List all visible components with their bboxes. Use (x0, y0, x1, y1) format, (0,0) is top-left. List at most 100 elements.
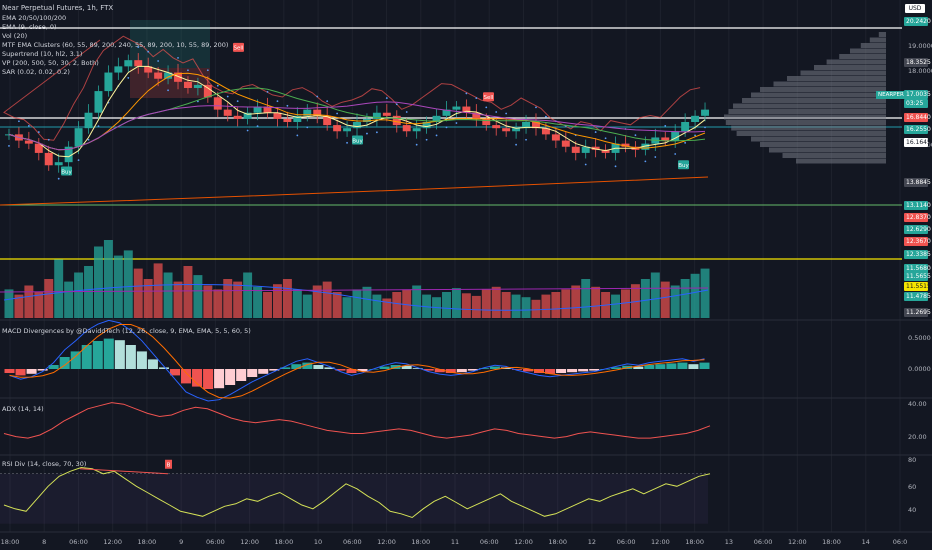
time-tick-label: 18:00 (822, 538, 841, 546)
legend-item-supertrend[interactable]: Supertrend (10, hl2, 3.1) (2, 50, 83, 58)
volume-bar (382, 298, 392, 318)
volume-profile-bar (751, 136, 886, 142)
legend-item-mtf-ema[interactable]: MTF EMA Clusters (60, 55, 89, 200, 240, … (2, 41, 229, 49)
candle-body (671, 131, 680, 141)
price-tag: 13.8845 (904, 178, 931, 187)
candle-body (482, 118, 491, 126)
volume-bar (93, 246, 103, 318)
price-tag: 11.5680 (904, 264, 931, 273)
currency-button[interactable]: USD (905, 4, 925, 13)
macd-histogram-bar (136, 351, 147, 369)
candle-body (472, 112, 481, 119)
time-tick-label: 11 (451, 538, 459, 546)
candle-body (551, 134, 560, 141)
volume-bar (322, 281, 332, 318)
macd-histogram-bar (15, 369, 26, 376)
time-tick-label: 13 (725, 538, 733, 546)
candle-body (581, 146, 590, 153)
legend-item-sar[interactable]: SAR (0.02, 0.02, 0.2) (2, 68, 70, 76)
volume-bar (561, 289, 571, 318)
sar-dot (197, 100, 199, 103)
candle-body (591, 146, 600, 150)
sar-dot (684, 141, 687, 144)
macd-histogram-bar (280, 367, 291, 369)
time-tick-label: 12:00 (788, 538, 807, 546)
macd-histogram-bar (346, 369, 357, 373)
price-tag: 11.5515 (904, 282, 931, 291)
ema-200-line (0, 176, 709, 206)
macd-histogram-bar (401, 365, 412, 369)
sar-dot (704, 126, 706, 129)
sar-dot (614, 165, 617, 168)
macd-histogram-bar (511, 369, 522, 370)
legend-item-volume-profile[interactable]: VP (200, 500, 50, 30, 2, Both) (2, 59, 99, 67)
candle-body (134, 60, 143, 67)
candle-body (263, 106, 272, 113)
sar-dot (296, 134, 299, 137)
volume-bar (272, 284, 282, 318)
candle-body (343, 128, 352, 132)
price-pane: Buy Sell Buy Sell Buy (0, 20, 902, 260)
candle-body (333, 125, 342, 132)
price-tag: 11.2695 (904, 308, 931, 317)
volume-bar (481, 289, 491, 318)
volume-bar (581, 279, 591, 318)
legend-item-volume[interactable]: Vol (20) (2, 32, 28, 40)
candle-body (313, 109, 322, 116)
volume-bar (670, 285, 680, 318)
volume-bar (461, 293, 471, 318)
rsi-pane-title[interactable]: RSI Div (14, close, 70, 30) (2, 460, 87, 468)
legend-item-ema9[interactable]: EMA (9, close, 0) (2, 23, 57, 31)
volume-bar (243, 272, 253, 318)
macd-histogram-bar (357, 369, 368, 372)
candle-body (94, 91, 103, 113)
price-tag: 16.8440 (904, 113, 931, 122)
macd-histogram-bar (247, 369, 258, 377)
candle-body (154, 72, 163, 79)
volume-bar (680, 279, 690, 318)
macd-histogram-bar (59, 357, 70, 369)
volume-profile-bar (796, 158, 886, 164)
legend-item-ema-cluster[interactable]: EMA 20/50/100/200 (2, 14, 67, 22)
macd-histogram-bar (48, 365, 59, 369)
price-tag: 11.5655 (904, 272, 931, 281)
time-tick-label: 14 (862, 538, 870, 546)
macd-histogram-bar (489, 366, 500, 369)
chart-title: Near Perpetual Futures, 1h, FTX (2, 4, 114, 12)
price-tag: 12.3385 (904, 250, 931, 259)
sar-dot (177, 56, 179, 59)
sar-dot (326, 100, 329, 103)
price-tag: 16.2550 (904, 125, 931, 134)
macd-histogram-bar (4, 369, 15, 373)
sar-dot (594, 131, 597, 133)
candle-body (502, 128, 511, 132)
time-tick-label: 06:00 (343, 538, 362, 546)
symbol-tag: NEARPERP (876, 91, 910, 99)
rsi-tick-label: 80 (908, 456, 916, 464)
volume-bar (84, 266, 93, 318)
volume-profile-bar (839, 54, 886, 59)
sar-dot (495, 111, 498, 113)
volume-profile-bar (860, 43, 886, 48)
candle-body (54, 162, 63, 166)
volume-bar (292, 289, 302, 318)
macd-histogram-bar (258, 369, 269, 374)
sell-signal (483, 92, 494, 102)
adx-pane-title[interactable]: ADX (14, 14) (2, 405, 44, 413)
time-tick-label: 12:00 (240, 538, 259, 546)
candle-body (353, 122, 361, 129)
sar-dot (77, 159, 80, 162)
macd-histogram-bar (158, 367, 169, 369)
macd-histogram-bar (335, 369, 346, 371)
price-tag: 16.1645 (904, 138, 931, 147)
volume-profile-bar (782, 153, 886, 158)
macd-pane-title[interactable]: MACD Divergences by @DaviddTech (12, 26,… (2, 327, 251, 335)
ema-9-line (8, 65, 706, 158)
macd-histogram-bar (688, 364, 699, 369)
macd-histogram-bar (181, 369, 192, 384)
sar-dot (634, 134, 637, 137)
macd-histogram-bar (114, 340, 125, 369)
time-tick-label: 18:00 (411, 538, 430, 546)
candle-body (641, 143, 650, 150)
